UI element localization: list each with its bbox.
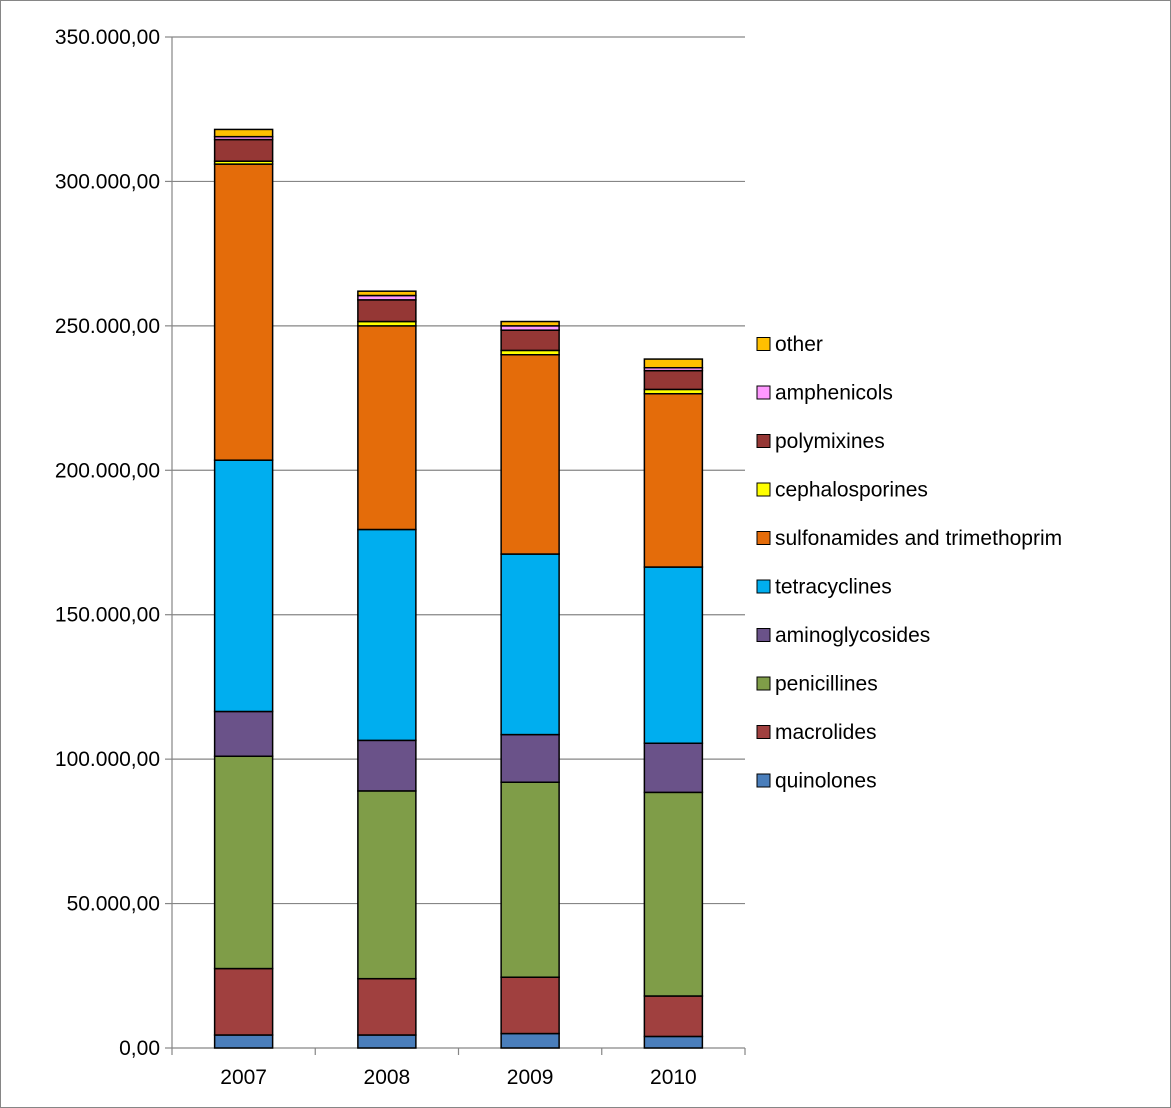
bar-segment-tetracyclines	[357, 528, 417, 742]
bar-segment-aminoglycosides	[357, 739, 417, 792]
bar-segment-sulfonamides-and-trimethoprim	[500, 353, 560, 555]
bar-stack-2010	[643, 358, 704, 1049]
legend-label: tetracyclines	[775, 576, 892, 599]
bar-segment-sulfonamides-and-trimethoprim	[357, 325, 417, 531]
legend-item: macrolides	[756, 721, 877, 744]
legend-item: quinolones	[756, 770, 877, 793]
x-tick-label: 2010	[650, 1066, 697, 1089]
legend-swatch	[756, 579, 771, 594]
legend-label: aminoglycosides	[775, 624, 930, 647]
y-tick-label: 250.000,00	[55, 315, 160, 338]
y-tick-label: 100.000,00	[55, 748, 160, 771]
x-tick-label: 2009	[507, 1066, 554, 1089]
y-tick-label: 350.000,00	[55, 26, 160, 49]
legend-item: polymixines	[756, 430, 885, 453]
y-tick-labels: 0,00 50.000,00 100.000,00 150.000,00 200.000…	[55, 26, 160, 1060]
bar-segment-macrolides	[357, 977, 417, 1036]
y-tick-label: 0,00	[119, 1037, 160, 1060]
bar-segment-tetracyclines	[500, 553, 560, 736]
bar-segment-tetracyclines	[643, 566, 704, 745]
x-tick-labels: 2007 2008 2009 2010	[220, 1066, 696, 1089]
legend-label: macrolides	[775, 721, 877, 744]
bar-segment-aminoglycosides	[500, 733, 560, 784]
legend-swatch	[756, 434, 771, 448]
bar-segment-quinolones	[213, 1034, 274, 1049]
legend-label: amphenicols	[775, 382, 893, 405]
bar-segment-penicillines	[357, 790, 417, 980]
bar-stacks	[213, 128, 704, 1049]
bar-segment-other	[500, 320, 560, 327]
bar-stack-2007	[213, 128, 274, 1049]
bar-stack-2009	[500, 320, 560, 1049]
bar-segment-macrolides	[643, 995, 704, 1038]
legend-label: quinolones	[775, 770, 877, 793]
bar-segment-other	[643, 358, 704, 369]
legend-item: cephalosporines	[756, 479, 928, 502]
bar-segment-other	[213, 128, 274, 138]
legend-label: penicillines	[775, 673, 878, 696]
legend-item: sulfonamides and trimethoprim	[756, 527, 1062, 550]
bar-segment-macrolides	[213, 967, 274, 1036]
bar-segment-polymixines	[357, 299, 417, 323]
legend-item: tetracyclines	[756, 576, 892, 599]
legend-swatch	[756, 725, 771, 739]
x-tick-label: 2008	[364, 1066, 411, 1089]
legend-item: other	[756, 333, 823, 356]
bar-segment-polymixines	[643, 369, 704, 391]
legend-item: penicillines	[756, 673, 878, 696]
legend-swatch	[756, 337, 771, 351]
bar-segment-quinolones	[500, 1032, 560, 1049]
y-tick-label: 300.000,00	[55, 170, 160, 193]
legend-item: aminoglycosides	[756, 624, 930, 647]
legend-label: cephalosporines	[775, 479, 928, 502]
legend-swatch	[756, 628, 771, 642]
bar-segment-sulfonamides-and-trimethoprim	[213, 163, 274, 461]
bar-segment-sulfonamides-and-trimethoprim	[643, 392, 704, 568]
bar-segment-polymixines	[500, 329, 560, 352]
y-tick-label: 150.000,00	[55, 604, 160, 627]
y-tick-label: 200.000,00	[55, 459, 160, 482]
bar-segment-other	[357, 290, 417, 297]
legend-label: polymixines	[775, 430, 885, 453]
legend-swatch	[756, 531, 771, 545]
legend-swatch	[756, 385, 771, 400]
bar-segment-polymixines	[213, 138, 274, 162]
bar-segment-aminoglycosides	[643, 742, 704, 794]
legend-label: sulfonamides and trimethoprim	[775, 527, 1062, 550]
bar-segment-penicillines	[213, 755, 274, 970]
legend: other amphenicols polymixines cephalosporin…	[756, 333, 1062, 793]
bar-segment-aminoglycosides	[213, 710, 274, 758]
legend-label: other	[775, 333, 823, 356]
legend-swatch	[756, 482, 771, 497]
y-tick-label: 50.000,00	[67, 893, 160, 916]
bar-segment-quinolones	[357, 1034, 417, 1049]
bar-stack-2008	[357, 290, 417, 1049]
legend-swatch	[756, 676, 771, 691]
bar-segment-macrolides	[500, 976, 560, 1035]
legend-swatch	[756, 773, 771, 788]
legend-item: amphenicols	[756, 382, 893, 405]
bar-segment-quinolones	[643, 1035, 704, 1049]
bar-segment-penicillines	[500, 781, 560, 978]
bar-segment-tetracyclines	[213, 459, 274, 713]
bar-segment-penicillines	[643, 791, 704, 997]
x-tick-label: 2007	[220, 1066, 267, 1089]
